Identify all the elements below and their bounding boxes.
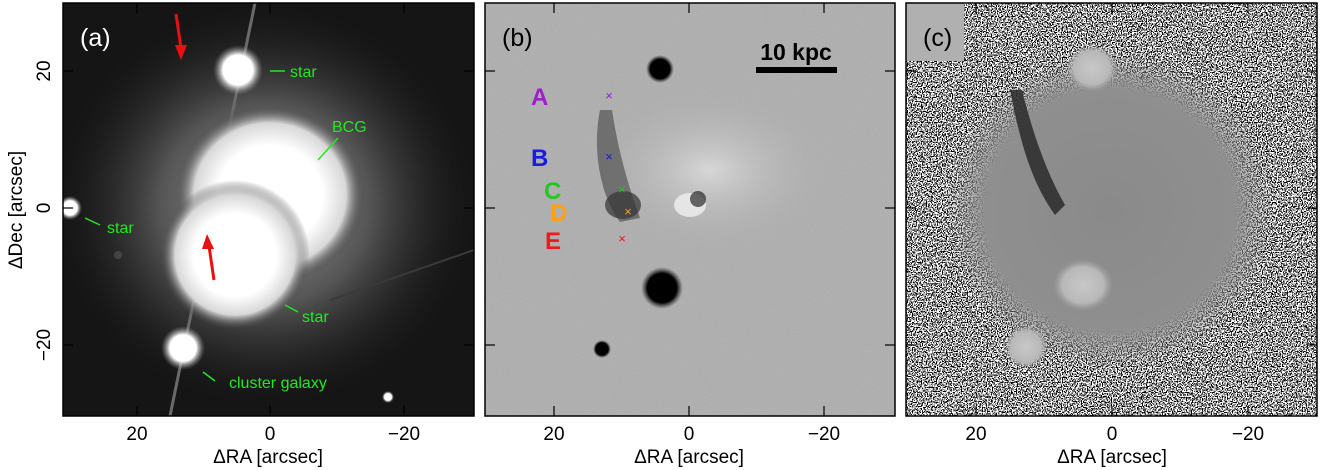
svg-text:×: ×: [618, 182, 626, 197]
x-axis-title: ΔRA [arcsec]: [634, 447, 744, 468]
svg-text:×: ×: [624, 204, 632, 219]
y-axis-title: ΔDec [arcsec]: [6, 151, 27, 269]
scale-bar-label: 10 kpc: [760, 39, 832, 65]
marker-label: E: [545, 228, 561, 255]
x-tick-label: −20: [388, 424, 420, 445]
marker-b: B ×: [531, 145, 613, 172]
panel-b-label: (b): [502, 24, 533, 52]
marker-e: E ×: [545, 228, 626, 255]
panel-a: (a) star BCG star star cluster galaxy 20…: [6, 2, 475, 468]
x-tick-label: 0: [684, 424, 695, 445]
panel-a-image: [63, 3, 474, 416]
marker-d: D ×: [550, 200, 632, 227]
panel-c: (c) 20 0 −20 ΔRA [arcsec]: [905, 2, 1318, 468]
x-tick-label: −20: [1232, 424, 1264, 445]
x-tick-label: 0: [1107, 424, 1118, 445]
annotation-cluster-galaxy: cluster galaxy: [229, 375, 327, 392]
x-axis-a: [136, 3, 405, 416]
scale-bar: [756, 67, 837, 73]
x-tick-label: 0: [265, 424, 276, 445]
svg-text:×: ×: [605, 88, 613, 103]
svg-text:×: ×: [618, 231, 626, 246]
annotation-star: star: [302, 309, 329, 326]
svg-text:×: ×: [605, 149, 613, 164]
marker-label: B: [531, 145, 548, 172]
y-tick-label: 20: [34, 60, 55, 81]
panel-b: (b) 10 kpc A × B × C × D × E ×: [484, 2, 896, 468]
x-tick-label: 20: [126, 424, 147, 445]
x-tick-label: 20: [543, 424, 564, 445]
annotation-bcg: BCG: [332, 119, 367, 136]
panel-c-label: (c): [923, 24, 952, 52]
panel-b-image: [485, 3, 895, 416]
marker-label: C: [544, 178, 561, 205]
x-axis-b: [485, 3, 895, 416]
panel-c-image: [906, 3, 1317, 416]
annotation-star: star: [107, 220, 134, 237]
x-axis-title: ΔRA [arcsec]: [1057, 447, 1167, 468]
y-axis-a: [63, 70, 474, 346]
arrow: [174, 13, 187, 60]
marker-a: A ×: [531, 84, 613, 111]
marker-label: D: [550, 200, 567, 227]
x-axis-title: ΔRA [arcsec]: [213, 447, 323, 468]
y-tick-label: −20: [34, 329, 55, 361]
arrow: [202, 234, 216, 281]
x-tick-label: −20: [808, 424, 840, 445]
marker-label: A: [531, 84, 548, 111]
panel-a-label: (a): [80, 24, 111, 52]
annotation-star: star: [290, 64, 317, 81]
y-tick-label: 0: [34, 203, 55, 214]
marker-c: C ×: [544, 178, 626, 205]
x-axis-c: [906, 3, 1317, 416]
x-tick-label: 20: [965, 424, 986, 445]
